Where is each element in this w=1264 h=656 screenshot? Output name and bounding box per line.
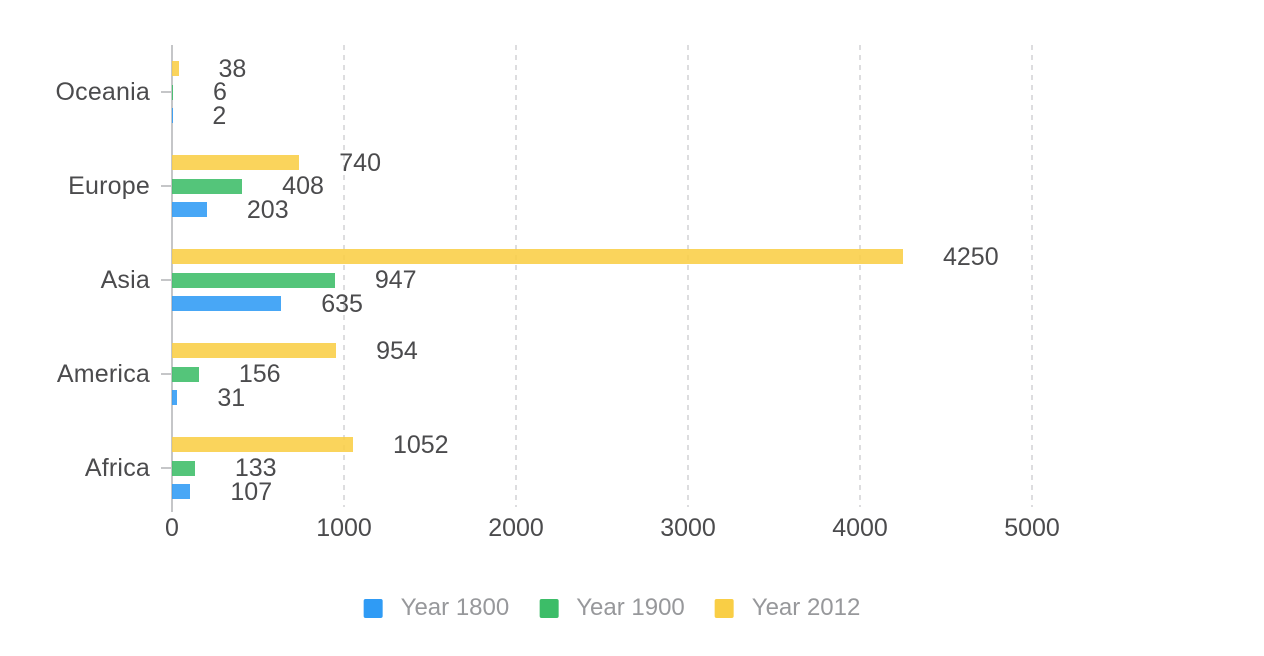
bar-year-1800-europe[interactable] <box>172 202 207 217</box>
bar-year-1900-africa[interactable] <box>172 460 195 476</box>
value-label-year-2012-africa: 1052 <box>392 430 449 459</box>
value-label-year-1900-asia: 947 <box>374 266 417 294</box>
bar-year-1800-america[interactable] <box>172 390 178 405</box>
value-label-year-2012-oceania: 38 <box>218 54 247 83</box>
bar-year-2012-asia[interactable] <box>172 249 903 264</box>
legend-label-year-1900: Year 1900 <box>576 594 685 621</box>
value-label-year-2012-europe: 740 <box>339 148 381 177</box>
x-tick-label-5000: 5000 <box>1004 514 1060 542</box>
legend-label-year-2012: Year 2012 <box>751 594 861 621</box>
legend-item-year-1900[interactable]: Year 1900 <box>539 596 685 620</box>
bar-year-1900-europe[interactable] <box>172 178 243 194</box>
x-tick-label-2000: 2000 <box>488 514 544 542</box>
category-label-africa: Africa <box>84 454 150 482</box>
bar-year-1800-africa[interactable] <box>172 484 191 499</box>
value-label-year-1900-america: 156 <box>238 360 281 388</box>
bar-year-1900-asia[interactable] <box>172 272 335 288</box>
category-label-europe: Europe <box>68 172 150 200</box>
bar-year-1800-asia[interactable] <box>172 296 282 311</box>
value-label-year-2012-america: 954 <box>376 336 418 365</box>
bar-year-1900-america[interactable] <box>172 366 199 382</box>
legend-item-year-2012[interactable]: Year 2012 <box>714 594 861 621</box>
value-label-year-2012-asia: 4250 <box>943 242 999 271</box>
legend: Year 1800 Year 1900 Year 2012 <box>363 594 861 621</box>
value-label-year-1900-oceania: 6 <box>213 78 227 106</box>
gridline-1000 <box>343 45 345 507</box>
category-label-america: America <box>56 360 150 388</box>
bar-year-2012-africa[interactable] <box>172 437 353 452</box>
value-label-year-1900-europe: 408 <box>282 172 324 200</box>
x-tick-label-1000: 1000 <box>316 514 372 542</box>
gridline-3000 <box>687 45 689 507</box>
legend-swatch-year-1800 <box>363 598 383 618</box>
gridline-5000 <box>1031 45 1033 507</box>
legend-swatch-year-2012 <box>714 598 734 618</box>
legend-item-year-1800[interactable]: Year 1800 <box>363 594 510 621</box>
category-tick-asia <box>161 279 172 281</box>
category-tick-america <box>161 373 172 375</box>
gridline-4000 <box>859 45 861 507</box>
value-label-year-1800-america: 31 <box>217 383 246 412</box>
bar-year-2012-oceania[interactable] <box>172 61 179 76</box>
bar-year-1900-oceania[interactable] <box>172 84 174 100</box>
bar-year-2012-europe[interactable] <box>172 155 300 170</box>
category-tick-oceania <box>161 91 172 93</box>
legend-label-year-1800: Year 1800 <box>400 594 510 621</box>
category-label-asia: Asia <box>100 266 150 294</box>
category-label-oceania: Oceania <box>55 78 150 106</box>
x-tick-label-4000: 4000 <box>832 514 888 542</box>
value-label-year-1800-oceania: 2 <box>212 101 227 130</box>
value-label-year-1800-europe: 203 <box>246 195 289 224</box>
value-label-year-1800-asia: 635 <box>321 289 363 318</box>
legend-swatch-year-1900 <box>539 598 559 618</box>
category-tick-europe <box>161 185 172 187</box>
x-tick-label-0: 0 <box>165 514 179 542</box>
x-tick-label-3000: 3000 <box>660 514 716 542</box>
gridline-2000 <box>515 45 517 507</box>
bar-year-2012-america[interactable] <box>172 343 337 358</box>
value-label-year-1800-africa: 107 <box>230 477 273 506</box>
value-label-year-1900-africa: 133 <box>234 454 277 482</box>
category-tick-africa <box>161 467 172 469</box>
